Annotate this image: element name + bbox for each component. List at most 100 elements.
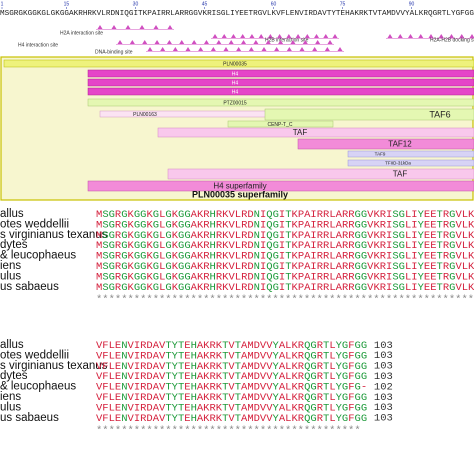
residue-count: 103 [374,413,393,425]
residue-run: R [317,402,324,414]
residue-run: SG [392,240,405,252]
residue-run: T [222,340,228,352]
residue-run: VKRI [367,240,392,252]
residue-run: I [260,271,266,283]
residue-run: I [260,209,266,221]
residue-run: I [260,282,266,294]
residue-run: SG [392,282,405,294]
aligned-sequence: MSGRGKGGKGLGKGGAKRHRKVLRDNIQGITKPAIRRLAR… [96,261,474,273]
residue-run: H [191,413,197,425]
residue-run: K [128,282,135,294]
residue-run: SG [102,261,115,273]
domain-bar [3,59,474,68]
site-marker [286,34,292,38]
residue-run: EE [424,209,437,221]
residue-run: EE [424,219,437,231]
site-marker [139,25,145,29]
site-marker [203,40,209,44]
site-marker [267,34,273,38]
residue-run: EE [424,261,437,273]
residue-run: SG [392,271,405,283]
residue-run: H [210,282,216,294]
residue-run: VKRI [367,230,392,242]
residue-run: ALKR [279,413,305,425]
residue-run: H [210,240,216,252]
residue-run: G [121,240,127,252]
residue-run: T [323,361,329,373]
aligned-sequence: VFLENVIRDAVTYTEHAKRKTVTAMDVVYALKRQGRTLYG… [96,402,367,414]
residue-run: GG [134,230,147,242]
residue-run: T [235,350,241,362]
residue-run: N [121,381,127,393]
residue-run: G [153,209,159,221]
site-marker [277,34,283,38]
residue-run: V [228,361,235,373]
domain-label: CENP-T_C [267,122,292,128]
aligned-sequence: MSGRGKGGKGLGKGGAKRHRKVLRDNIQGITKPAIRRLAR… [96,219,474,231]
residue-run: K [146,271,153,283]
residue-run: AKR [191,271,211,283]
ruler-number: 1 [1,1,4,7]
site-label: H2B interaction site [265,37,309,43]
residue-run: YG [336,381,349,393]
residue-run: T [222,392,228,404]
residue-run: T [437,230,443,242]
domain-label: TAF6 [429,109,450,119]
site-label: H4 interaction site [18,42,58,48]
residue-run: R [443,209,450,221]
residue-run: RKVLRD [216,250,254,262]
residue-run: TYT [165,350,184,362]
site-marker [324,47,330,51]
residue-run: QG [266,250,279,262]
residue-run: KPAIRRLARR [292,282,356,294]
domain-label: H4 [232,80,239,86]
residue-run: GG [178,219,191,231]
residue-run: F [348,340,354,352]
residue-run: K [128,219,135,231]
residue-run: AKR [191,282,211,294]
residue-run: Y [418,219,425,231]
residue-run: R [317,392,324,404]
residue-run: K [128,209,135,221]
residue-run: K [128,230,135,242]
residue-run: SG [102,209,115,221]
residue-run: GG [134,240,147,252]
site-marker [314,34,320,38]
residue-run: AKRK [197,381,223,393]
residue-run: Y [273,371,280,383]
residue-run: VLK [455,250,474,262]
aligned-sequence: MSGRGKGGKGLGKGGAKRHRKVLRDNIQGITKPAIRRLAR… [96,230,474,242]
residue-run: E [184,361,190,373]
domain-bar [157,127,474,138]
residue-run: ALKR [279,381,305,393]
residue-run: T [222,402,228,414]
residue-run: R [443,240,450,252]
site-marker [198,47,204,51]
residue-run: E [184,350,190,362]
site-marker [302,40,308,44]
species-name: otes weddellii [0,349,69,361]
residue-run: K [146,209,153,221]
residue-run: T [222,413,228,425]
residue-run: N [121,413,127,425]
residue-run: T [323,392,329,404]
residue-run: L [159,282,165,294]
residue-run: AMDVV [241,371,273,383]
residue-run: G [153,230,159,242]
site-marker [153,25,159,29]
domain-label: PLN00035 [223,61,247,67]
residue-run: QG [266,261,279,273]
residue-run: GG [355,413,368,425]
conservation: ****************************************… [96,425,361,437]
residue-run: T [437,261,443,273]
residue-run: L [329,392,335,404]
residue-run: H [210,209,216,221]
residue-run: F [348,371,354,383]
residue-run: K [146,240,153,252]
residue-run: H [191,350,197,362]
site-marker [387,34,393,38]
species-name: & leucophaeus [0,381,76,393]
residue-run: G [165,261,171,273]
site-marker [97,25,103,29]
residue-run: KPAIRRLARR [292,230,356,242]
